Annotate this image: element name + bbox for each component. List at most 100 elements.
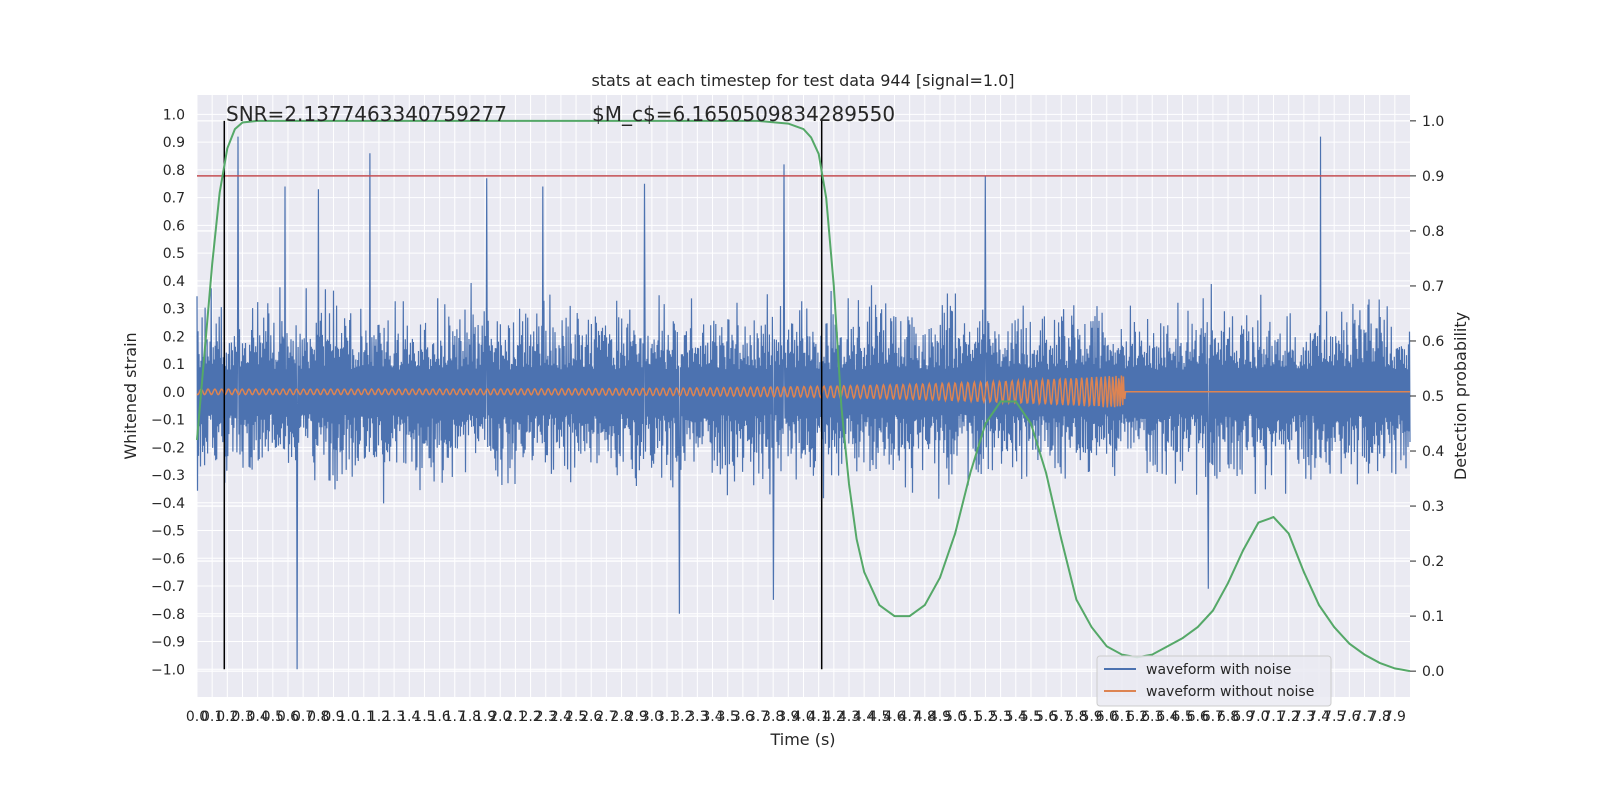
x-tick-label-62: 6.2 [1126, 709, 1148, 725]
x-tick-label-17: 1.7 [444, 709, 466, 725]
x-tick-label-55: 5.5 [1020, 709, 1042, 725]
series-waveform-with-noise [196, 136, 1411, 670]
x-tick-label-30: 3.0 [641, 709, 663, 725]
x-axis-label: Time (s) [769, 730, 835, 749]
y-tick-label-3: −0.7 [151, 579, 185, 595]
y-tick-label-1: −0.9 [151, 635, 185, 651]
x-tick-label-8: 0.8 [307, 709, 329, 725]
y-tick-label-6: −0.4 [151, 496, 185, 512]
x-tick-label-27: 2.7 [595, 709, 617, 725]
probability-line [196, 119, 1411, 673]
x-tick-label-14: 1.4 [398, 709, 420, 725]
x-tick-label-2: 0.2 [216, 709, 238, 725]
x-tick-label-61: 6.1 [1111, 709, 1133, 725]
noise-line [196, 136, 1411, 670]
x-tick-label-31: 3.1 [656, 709, 678, 725]
x-tick-label-67: 6.7 [1202, 709, 1224, 725]
y2-tick-label-10: 1.0 [1422, 114, 1444, 130]
y2-axis-label: Detection probability [1451, 312, 1470, 480]
x-tick-label-22: 2.2 [519, 709, 541, 725]
y2-tick-label-6: 0.6 [1422, 334, 1444, 350]
y-tick-labels: −1.0 −0.9 −0.8 −0.7 −0.6 −0.5 −0.4 −0.3 −0.2 −0.1… [151, 107, 185, 678]
y-tick-label-0: −1.0 [151, 662, 185, 678]
x-tick-label-42: 4.2 [823, 709, 845, 725]
x-tick-label-59: 5.9 [1080, 709, 1102, 725]
y-tick-label-8: −0.2 [151, 440, 185, 456]
legend-box [1096, 655, 1332, 707]
y2-tick-labels: 0.0 0.1 0.2 0.3 0.4 0.5 0.6 0.7 0.8 0.9 1.0 [1410, 114, 1444, 680]
x-tick-label-19: 1.9 [474, 709, 496, 725]
x-tick-label-52: 5.2 [974, 709, 996, 725]
y2-tick-label-3: 0.3 [1422, 499, 1444, 515]
x-tick-label-4: 0.4 [247, 709, 269, 725]
x-tick-label-26: 2.6 [580, 709, 602, 725]
x-tick-label-44: 4.4 [853, 709, 875, 725]
x-tick-label-35: 3.5 [717, 709, 739, 725]
x-tick-label-32: 3.2 [671, 709, 693, 725]
x-tick-label-20: 2.0 [489, 709, 511, 725]
x-tick-label-58: 5.8 [1065, 709, 1087, 725]
vertical-markers [223, 120, 823, 670]
x-tick-label-46: 4.6 [883, 709, 905, 725]
x-tick-label-34: 3.4 [701, 709, 723, 725]
x-tick-label-53: 5.3 [989, 709, 1011, 725]
y-tick-label-7: −0.3 [151, 468, 185, 484]
y-tick-label-4: −0.6 [151, 551, 185, 567]
x-tick-label-10: 1.0 [337, 709, 359, 725]
y-tick-label-18: 0.8 [163, 163, 185, 179]
x-tick-label-65: 6.5 [1171, 709, 1193, 725]
x-tick-label-9: 0.9 [322, 709, 344, 725]
y2-tick-label-9: 0.9 [1422, 169, 1444, 185]
legend: waveform with noise waveform without noi… [1096, 655, 1332, 707]
x-tick-label-13: 1.3 [383, 709, 405, 725]
y-tick-label-9: −0.1 [151, 413, 185, 429]
y2-tick-label-8: 0.8 [1422, 224, 1444, 240]
x-tick-label-75: 7.5 [1323, 709, 1345, 725]
x-tick-label-41: 4.1 [808, 709, 830, 725]
x-tick-label-45: 4.5 [868, 709, 890, 725]
legend-label-clean: waveform without noise [1146, 684, 1314, 700]
series-waveform-without-noise [196, 375, 1410, 408]
y-tick-label-12: 0.2 [163, 329, 185, 345]
x-tick-label-5: 0.5 [262, 709, 284, 725]
y2-tick-label-1: 0.1 [1422, 609, 1444, 625]
x-tick-label-78: 7.8 [1369, 709, 1391, 725]
y-tick-label-19: 0.9 [163, 135, 185, 151]
x-tick-label-70: 7.0 [1247, 709, 1269, 725]
y-tick-label-20: 1.0 [163, 107, 185, 123]
x-tick-label-15: 1.5 [413, 709, 435, 725]
clean-line [196, 375, 1410, 408]
y-tick-label-5: −0.5 [151, 524, 185, 540]
annotation-snr: SNR=2.1377463340759277 [226, 102, 507, 126]
x-tick-label-1: 0.1 [201, 709, 223, 725]
x-tick-label-3: 0.3 [231, 709, 253, 725]
y-tick-label-13: 0.3 [163, 302, 185, 318]
x-tick-label-23: 2.3 [535, 709, 557, 725]
x-tick-label-43: 4.3 [838, 709, 860, 725]
x-tick-label-16: 1.6 [428, 709, 450, 725]
x-tick-labels: 0.00.10.20.30.40.50.60.70.80.91.01.11.21… [186, 709, 1406, 725]
annotation-mc: $M_c$=6.1650509834289550 [592, 102, 895, 126]
x-tick-label-50: 5.0 [944, 709, 966, 725]
x-tick-label-56: 5.6 [1035, 709, 1057, 725]
y-tick-label-10: 0.0 [163, 385, 185, 401]
x-tick-label-76: 7.6 [1338, 709, 1360, 725]
x-tick-label-33: 3.3 [686, 709, 708, 725]
x-tick-label-24: 2.4 [550, 709, 572, 725]
y-tick-label-2: −0.8 [151, 607, 185, 623]
x-tick-label-39: 3.9 [777, 709, 799, 725]
x-tick-label-64: 6.4 [1156, 709, 1178, 725]
x-tick-label-29: 2.9 [626, 709, 648, 725]
y-tick-label-15: 0.5 [163, 246, 185, 262]
y2-tick-label-4: 0.4 [1422, 444, 1444, 460]
x-tick-label-69: 6.9 [1232, 709, 1254, 725]
x-tick-label-68: 6.8 [1217, 709, 1239, 725]
x-tick-label-47: 4.7 [899, 709, 921, 725]
x-tick-label-63: 6.3 [1141, 709, 1163, 725]
x-tick-label-51: 5.1 [959, 709, 981, 725]
x-tick-label-18: 1.8 [459, 709, 481, 725]
y-tick-label-11: 0.1 [163, 357, 185, 373]
x-tick-label-48: 4.8 [914, 709, 936, 725]
series-detection-probability [196, 119, 1411, 673]
